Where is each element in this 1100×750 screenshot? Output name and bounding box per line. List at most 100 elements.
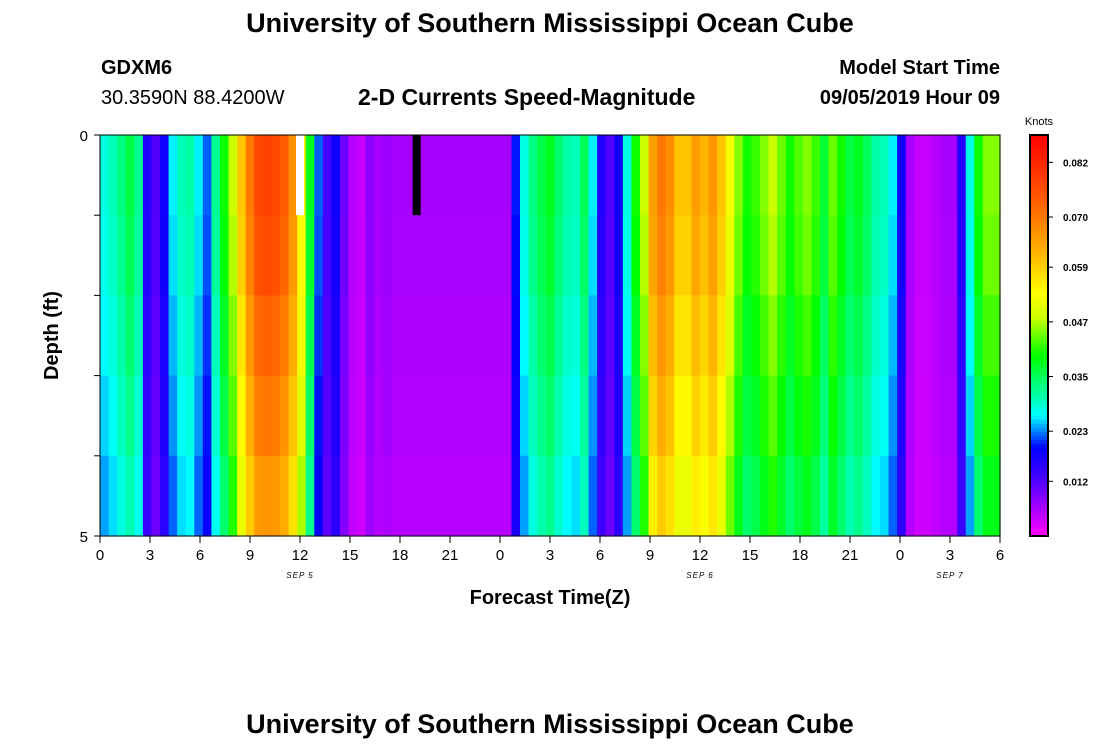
heatmap-cell [417, 135, 427, 216]
heatmap-cell [691, 135, 701, 216]
heatmap-cell [357, 135, 367, 216]
heatmap-cell [940, 375, 950, 457]
heatmap-cell [331, 135, 341, 216]
heatmap-cell [262, 455, 273, 537]
heatmap-cell [314, 455, 324, 537]
heatmap-cell [768, 375, 778, 457]
heatmap-cell [168, 135, 178, 216]
heatmap-cell [365, 375, 375, 457]
heatmap-cell [228, 215, 238, 296]
heatmap-cell [605, 135, 615, 216]
heatmap-cell [717, 135, 727, 216]
heatmap-cell [245, 135, 255, 216]
heatmap-cell [220, 295, 230, 377]
heatmap-cell [854, 295, 864, 377]
colorbar-segment [1030, 371, 1048, 377]
heatmap-cell [657, 215, 667, 296]
heatmap-cell [648, 135, 658, 216]
heatmap-cell [760, 135, 770, 216]
x-tick-label: 12 [292, 547, 309, 564]
heatmap-cell [288, 295, 298, 377]
heatmap-cell [871, 295, 881, 377]
heatmap-cell [648, 375, 658, 457]
heatmap-cell [905, 135, 915, 216]
colorbar-segment [1030, 275, 1048, 280]
heatmap-cell [700, 295, 710, 377]
x-tick-label: 0 [96, 547, 104, 564]
colorbar-segment [1030, 167, 1048, 172]
heatmap-cell [237, 455, 247, 537]
heatmap-cell [880, 455, 890, 537]
y-axis: 05 [80, 128, 100, 546]
heatmap-cell [580, 215, 590, 296]
heatmap-cell [820, 455, 830, 537]
heatmap-cell [622, 215, 633, 296]
heatmap-cell [828, 295, 838, 377]
heatmap-cell [708, 455, 718, 537]
heatmap-cell [562, 455, 573, 537]
heatmap-cell [262, 375, 273, 457]
heatmap-cell [957, 375, 967, 457]
heatmap-cell [340, 295, 350, 377]
heatmap-cell [237, 135, 247, 216]
heatmap-cell [811, 295, 821, 377]
heatmap-cell [528, 215, 538, 296]
heatmap-cell [991, 295, 1001, 377]
heatmap-cell [588, 375, 598, 457]
heatmap-cell [931, 375, 941, 457]
x-axis: 0 3 6 9 12 15 18 21 0 3 6 9 12 15 18 21 0 3 6 SEP 5 SEP 6 SEP… [96, 536, 1004, 580]
heatmap-cell [862, 215, 873, 296]
heatmap-cell [657, 375, 667, 457]
heatmap-cell [528, 135, 538, 216]
heatmap-cell [837, 455, 847, 537]
heatmap-cell [597, 455, 607, 537]
colorbar-segment [1030, 499, 1048, 505]
heatmap-cell [845, 215, 855, 296]
colorbar-segment [1030, 467, 1048, 473]
heatmap-cell [845, 295, 855, 377]
heatmap-cell [562, 295, 573, 377]
heatmap-cell [494, 135, 504, 216]
heatmap-cell [820, 215, 830, 296]
heatmap-cell [948, 215, 958, 296]
heatmap-cell [914, 295, 924, 377]
heatmap-cell [528, 295, 538, 377]
heatmap-cell [914, 215, 924, 296]
heatmap-cell [751, 455, 761, 537]
heatmap-cell [597, 135, 607, 216]
x-tick-label: 3 [146, 547, 154, 564]
heatmap-cell [211, 375, 221, 457]
colorbar-segment [1030, 179, 1048, 184]
heatmap-cell [845, 135, 855, 216]
heatmap-cell [151, 135, 161, 216]
heatmap-cell [382, 455, 393, 537]
colorbar-segment [1030, 471, 1048, 477]
colorbar-segment [1030, 327, 1048, 333]
heatmap-cell [134, 375, 144, 457]
heatmap-cell [382, 375, 393, 457]
colorbar-segment [1030, 155, 1048, 160]
heatmap-cell [280, 375, 290, 457]
heatmap-cell [931, 215, 941, 296]
heatmap-cell [108, 295, 118, 377]
colorbar-segment [1030, 399, 1048, 405]
heatmap-cell [940, 135, 950, 216]
heatmap-cell [442, 455, 453, 537]
heatmap-cell [374, 455, 384, 537]
heatmap-cell [742, 295, 753, 377]
colorbar-segment [1030, 183, 1048, 188]
heatmap-cell [374, 375, 384, 457]
heatmap-cell [922, 135, 933, 216]
heatmap-cell [151, 455, 161, 537]
heatmap-cell [785, 375, 795, 457]
colorbar-segment [1030, 359, 1048, 365]
heatmap-cell [854, 215, 864, 296]
heatmap-cell [957, 295, 967, 377]
heatmap-cell [177, 215, 187, 296]
heatmap-cell [700, 135, 710, 216]
y-tick-label: 0 [80, 128, 88, 145]
heatmap-cell [708, 375, 718, 457]
heatmap-cell [348, 375, 358, 457]
heatmap-cell [888, 455, 898, 537]
heatmap-cell [451, 295, 461, 377]
